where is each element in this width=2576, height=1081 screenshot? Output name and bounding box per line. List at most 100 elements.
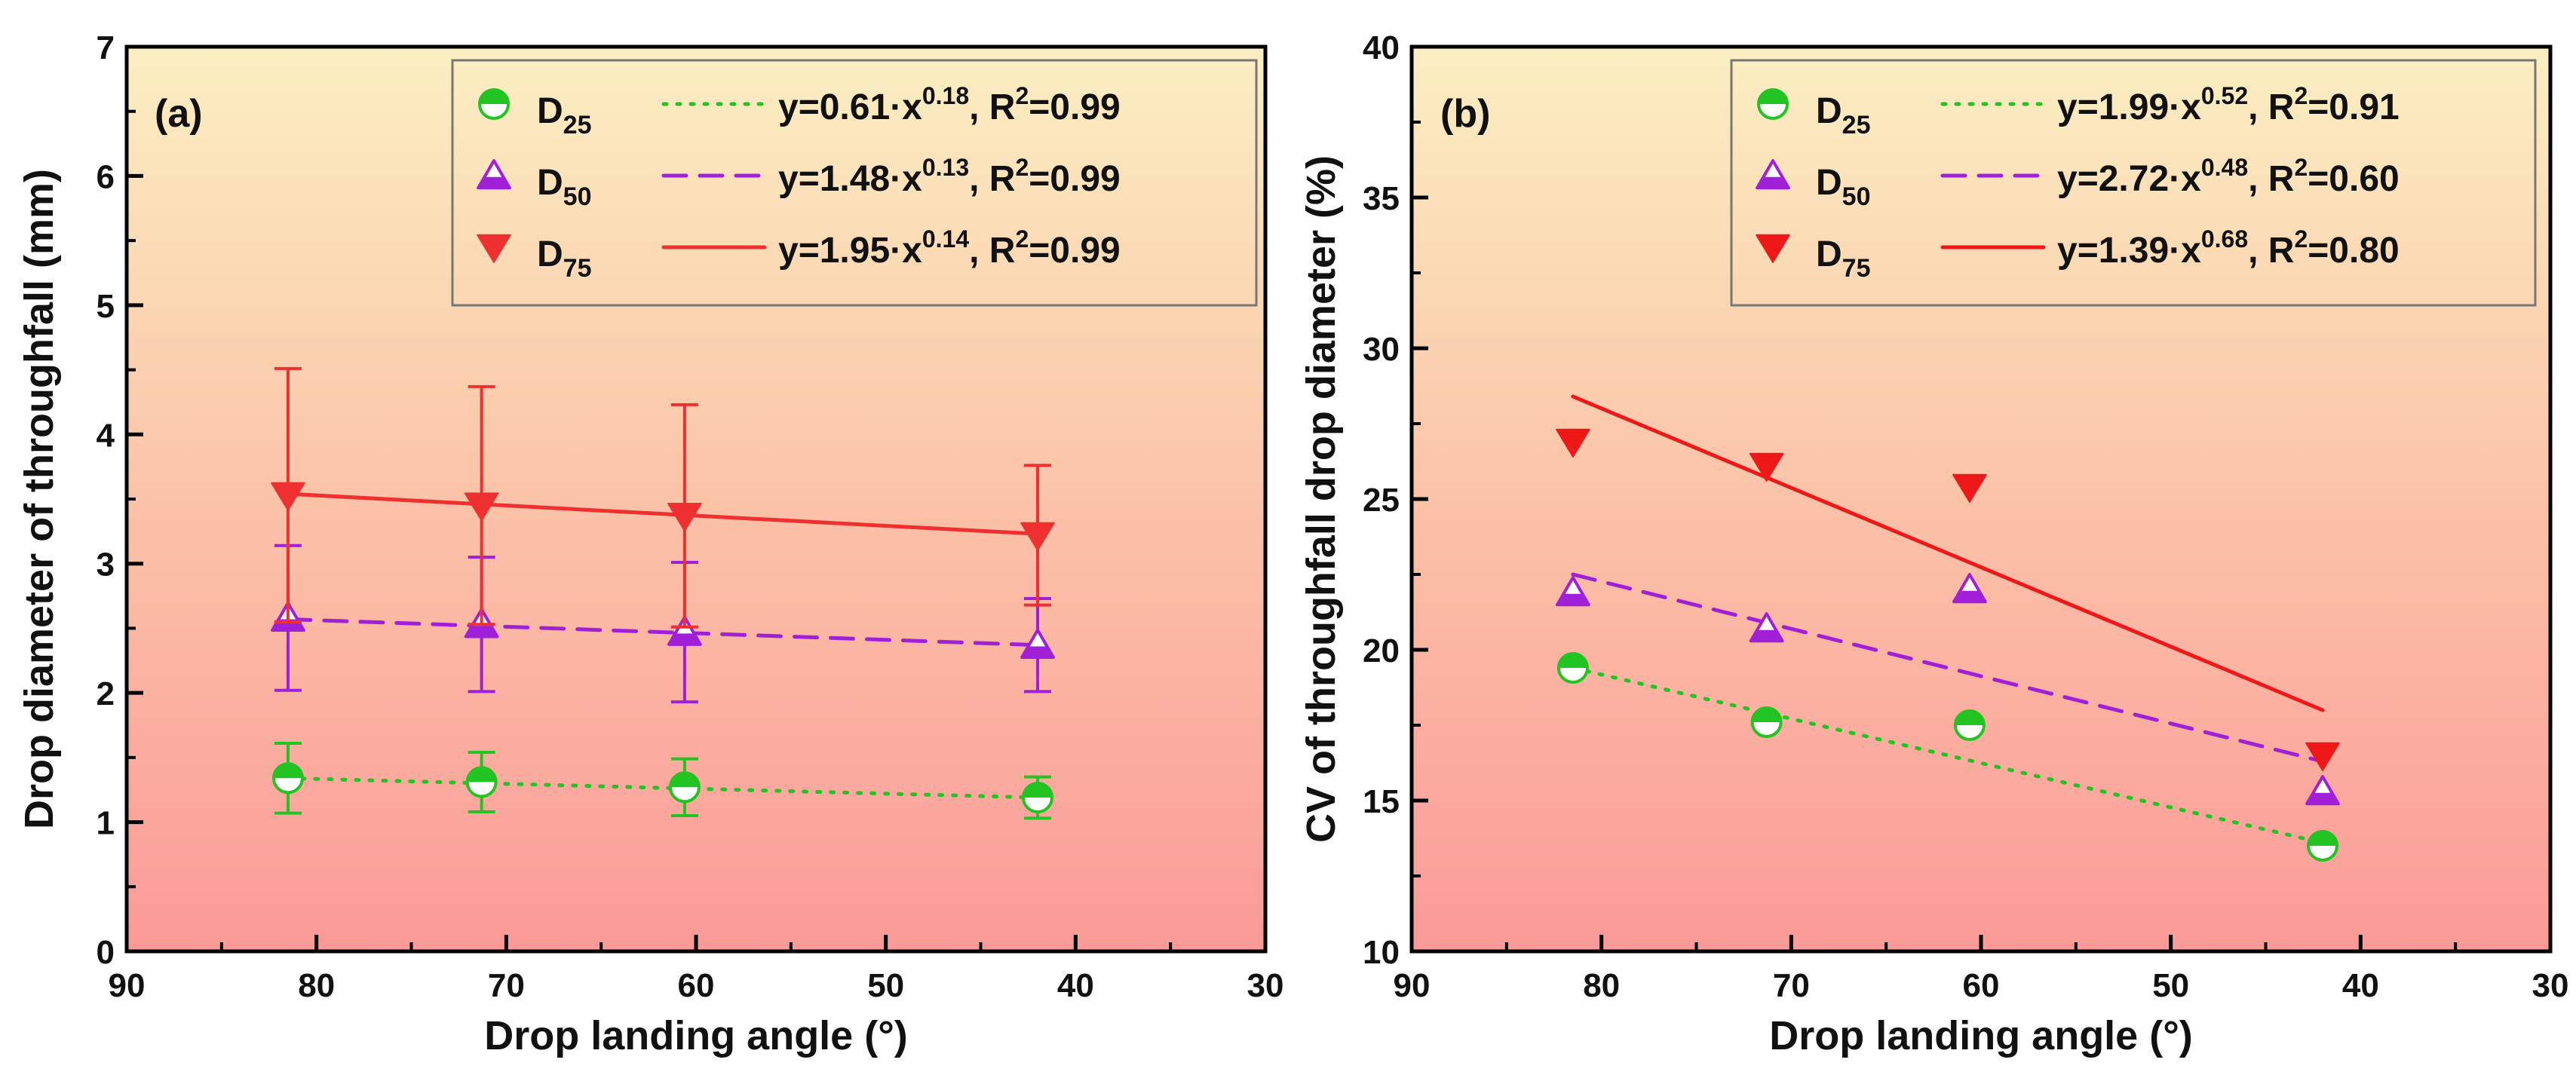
point-a-d25-0 — [271, 762, 304, 795]
x-tick-label-b-2: 70 — [1773, 967, 1810, 1004]
legend-marker-a-d75-shape — [477, 234, 511, 263]
fit-line-a-d25 — [286, 776, 1040, 800]
legend-a-markers — [477, 88, 767, 263]
legend-a: D25 y=0.61·x0.18, R2=0.99 D50 y=1.48·x0.… — [451, 59, 1258, 307]
point-b-d75-1 — [1749, 452, 1784, 482]
legend-marker-b-d50-fill — [1757, 176, 1789, 188]
point-b-d75-2-shape — [1952, 473, 1987, 503]
ticks-b: 90 80 70 60 50 40 30 10 15 20 25 30 35 40 — [1363, 29, 2568, 1004]
point-a-d75-0 — [271, 482, 305, 511]
legend-marker-b-d75-shape — [1756, 234, 1790, 263]
y-tick-label-a-7: 7 — [97, 29, 115, 66]
y-tick-label-a-3: 3 — [97, 547, 115, 583]
point-b-d50-1 — [1749, 612, 1784, 643]
x-tick-label-a-5: 40 — [1057, 967, 1094, 1004]
point-b-d50-0 — [1556, 576, 1590, 607]
x-axis-label-a: Drop landing angle (°) — [484, 1013, 908, 1058]
point-b-d25-1-fill — [1752, 708, 1781, 722]
x-tick-label-a-4: 50 — [867, 967, 904, 1004]
y-tick-label-b-1: 15 — [1363, 783, 1400, 820]
x-axis-label-b: Drop landing angle (°) — [1769, 1013, 2193, 1058]
ticks-a: 90 80 70 60 50 40 30 0 1 2 3 4 5 6 7 — [97, 29, 1284, 1004]
point-a-d75-2 — [667, 503, 702, 532]
legend-a-label-d50: D50 — [537, 163, 592, 211]
point-b-d75-0 — [1556, 428, 1590, 458]
y-tick-label-a-2: 2 — [97, 675, 115, 712]
series-a — [271, 366, 1055, 820]
legend-marker-a-d25-fill — [480, 90, 508, 104]
panel-label-b: (b) — [1440, 92, 1490, 136]
point-b-d50-2 — [1952, 573, 1987, 604]
fit-line-b-d25 — [1571, 666, 2325, 845]
legend-b: D25 y=1.99·x0.52, R2=0.91 D50 y=2.72·x0.… — [1730, 59, 2537, 307]
point-b-d75-1-shape — [1749, 452, 1784, 482]
legend-b-eq-d75: y=1.39·x0.68, R2=0.80 — [2057, 225, 2400, 271]
point-b-d50-0-fill — [1557, 593, 1589, 605]
point-b-d25-0-fill — [1558, 654, 1587, 668]
x-tick-label-b-4: 50 — [2152, 967, 2189, 1004]
y-tick-label-b-6: 40 — [1363, 29, 1400, 66]
point-b-d25-1 — [1750, 706, 1783, 738]
panel-a: 90 80 70 60 50 40 30 0 1 2 3 4 5 6 7 (a) D25 y=0.61·x0… — [17, 29, 1283, 1058]
point-b-d75-2 — [1952, 473, 1987, 503]
point-a-d25-3-fill — [1023, 783, 1052, 798]
point-a-d25-1 — [465, 766, 498, 798]
legend-marker-b-d25-fill — [1759, 90, 1787, 104]
legend-marker-b-d75 — [1756, 234, 1790, 263]
point-b-d25-0 — [1556, 652, 1589, 684]
legend-a-eq-d50: y=1.48·x0.13, R2=0.99 — [778, 154, 1121, 199]
point-a-d75-1-shape — [464, 492, 499, 522]
x-tick-label-b-3: 60 — [1963, 967, 2000, 1004]
plot-area-b — [1412, 47, 2550, 951]
legend-b-label-d25: D25 — [1816, 91, 1871, 139]
x-tick-label-b-0: 90 — [1394, 967, 1431, 1004]
point-b-d50-3 — [2305, 775, 2340, 806]
y-axis-label-a: Drop diameter of throughfall (mm) — [17, 169, 62, 829]
point-b-d50-3-fill — [2307, 792, 2338, 804]
fit-line-b-d50 — [1571, 572, 2325, 764]
x-tick-label-a-2: 70 — [488, 967, 525, 1004]
legend-a-label-d75: D75 — [537, 234, 592, 283]
legend-a-eq-d75: y=1.95·x0.14, R2=0.99 — [778, 225, 1121, 271]
y-axis-label-b: CV of throughfall drop diameter (%) — [1299, 155, 1344, 843]
point-b-d75-3-shape — [2305, 742, 2340, 771]
point-a-d50-2 — [667, 615, 702, 646]
point-a-d75-0-shape — [271, 482, 305, 511]
legend-a-label-d25: D25 — [537, 91, 592, 139]
legend-marker-a-d75 — [477, 234, 511, 263]
legend-marker-b-d25 — [1757, 88, 1789, 120]
x-tick-label-a-0: 90 — [109, 967, 146, 1004]
y-tick-label-b-2: 20 — [1363, 632, 1400, 669]
panel-b: 90 80 70 60 50 40 30 10 15 20 25 30 35 40 (b) D25 y=1… — [1299, 29, 2568, 1058]
point-b-d25-2-fill — [1955, 711, 1984, 725]
legend-marker-b-d50 — [1756, 159, 1790, 190]
point-b-d50-1-fill — [1750, 629, 1783, 642]
point-a-d75-2-shape — [667, 503, 702, 532]
point-a-d50-2-fill — [669, 633, 701, 645]
legend-b-eq-d25: y=1.99·x0.52, R2=0.91 — [2057, 82, 2400, 127]
legend-marker-a-d50-fill — [478, 176, 510, 188]
point-a-d75-1 — [464, 492, 499, 522]
point-b-d25-3 — [2307, 830, 2338, 862]
point-b-d75-0-shape — [1556, 428, 1590, 458]
point-a-d50-3-fill — [1022, 646, 1053, 657]
series-b — [1556, 394, 2340, 862]
x-tick-label-a-1: 80 — [298, 967, 335, 1004]
x-tick-label-b-5: 40 — [2342, 967, 2379, 1004]
x-tick-label-b-1: 80 — [1583, 967, 1620, 1004]
y-tick-label-b-0: 10 — [1363, 934, 1400, 971]
legend-frame-b — [1730, 59, 2537, 307]
legend-marker-a-d25 — [478, 88, 510, 120]
legend-marker-a-d50 — [477, 159, 511, 190]
y-tick-label-b-5: 35 — [1363, 180, 1400, 217]
fit-line-a-d75 — [286, 492, 1040, 536]
x-tick-label-a-3: 60 — [678, 967, 715, 1004]
point-b-d75-3 — [2305, 742, 2340, 771]
y-tick-label-b-3: 25 — [1363, 482, 1400, 519]
y-tick-label-a-4: 4 — [97, 417, 115, 454]
point-a-d25-2-fill — [670, 773, 699, 788]
plot-area-a — [127, 47, 1265, 951]
point-b-d50-2-fill — [1954, 590, 1986, 602]
legend-b-markers — [1756, 88, 2046, 263]
fit-line-a-d50 — [286, 617, 1040, 648]
